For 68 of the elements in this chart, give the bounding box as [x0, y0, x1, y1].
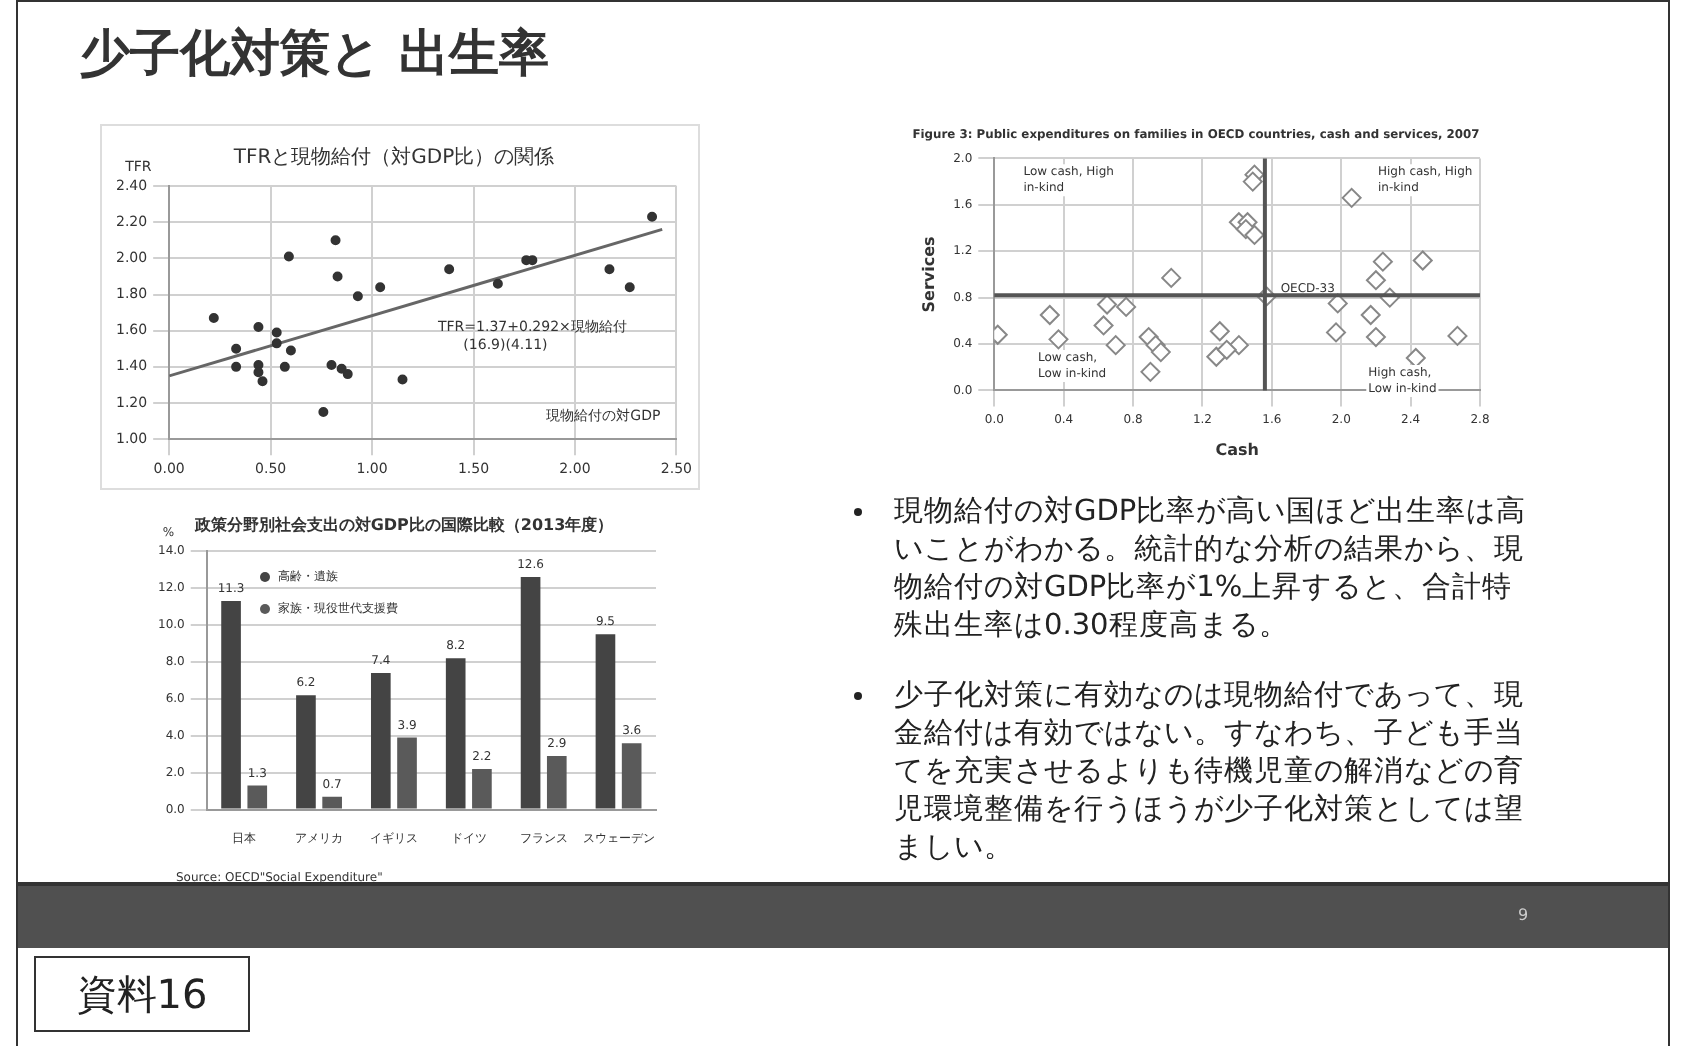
point — [397, 374, 408, 385]
point — [1161, 267, 1182, 288]
point — [1365, 270, 1386, 291]
text: 資料16 — [34, 956, 250, 1032]
point — [1412, 250, 1433, 271]
point — [1048, 329, 1069, 350]
point — [342, 369, 353, 380]
point — [1242, 171, 1263, 192]
point — [1105, 335, 1126, 356]
point — [257, 376, 268, 387]
point — [1327, 293, 1348, 314]
bar — [520, 577, 541, 809]
bar — [621, 743, 642, 809]
bar — [445, 658, 466, 809]
point — [492, 278, 503, 289]
text: 少子化対策と 出生率 — [80, 22, 550, 86]
point — [253, 322, 264, 333]
text: 9 — [1518, 906, 1529, 924]
point — [1405, 347, 1426, 368]
y-axis-title: Services — [919, 235, 938, 313]
bar — [595, 634, 616, 809]
point — [285, 345, 296, 356]
point — [1244, 224, 1265, 245]
point — [1326, 322, 1347, 343]
bar — [296, 695, 316, 809]
point — [1341, 187, 1362, 208]
point — [326, 360, 337, 371]
point — [231, 343, 242, 354]
point — [352, 291, 363, 302]
point — [271, 338, 282, 349]
point — [1216, 339, 1237, 360]
point — [1447, 325, 1468, 346]
point — [271, 327, 282, 338]
point — [1093, 315, 1114, 336]
point — [1039, 305, 1060, 325]
point — [624, 282, 635, 293]
point — [1372, 251, 1393, 272]
point — [253, 367, 264, 378]
point — [1097, 294, 1118, 315]
point — [279, 361, 290, 372]
point — [647, 211, 658, 222]
bar — [370, 673, 391, 809]
bar — [546, 756, 567, 809]
x-axis-title: Cash — [1215, 440, 1260, 459]
point — [330, 235, 341, 246]
chart-title: 政策分野別社会支出の対GDP比の国際比較（2013年度） — [192, 513, 614, 534]
bar — [247, 785, 268, 809]
point — [1150, 342, 1171, 363]
point — [444, 264, 455, 275]
text: 現物給付の対GDP比率が高い国ほど出生率は高いことがわかる。統計的な分析の結果から、現物給付の対GDP比率が1%上昇すると、合計特殊出生率は0.30程度高まる。 — [894, 494, 1529, 646]
point — [283, 251, 294, 262]
point — [332, 271, 343, 282]
point — [318, 407, 329, 418]
point — [208, 313, 219, 324]
chart-title: TFRと現物給付（対GDP比）の関係 — [231, 145, 555, 170]
point — [1140, 361, 1161, 382]
point — [1360, 305, 1381, 325]
bar — [472, 768, 492, 809]
point — [604, 264, 615, 275]
point — [1116, 296, 1137, 317]
bar — [397, 737, 417, 809]
point — [1209, 321, 1230, 342]
point — [231, 361, 242, 372]
point — [375, 282, 386, 293]
bar — [221, 601, 241, 809]
bar — [322, 796, 342, 809]
point — [1365, 327, 1386, 348]
text: 少子化対策に有効なのは現物給付であって、現金給付は有効ではない。すなわち、子ども手当てを充実させるよりも待機児童の解消などの育児環境整備を行うほうが少子化対策としては望ましい。 — [894, 678, 1526, 868]
